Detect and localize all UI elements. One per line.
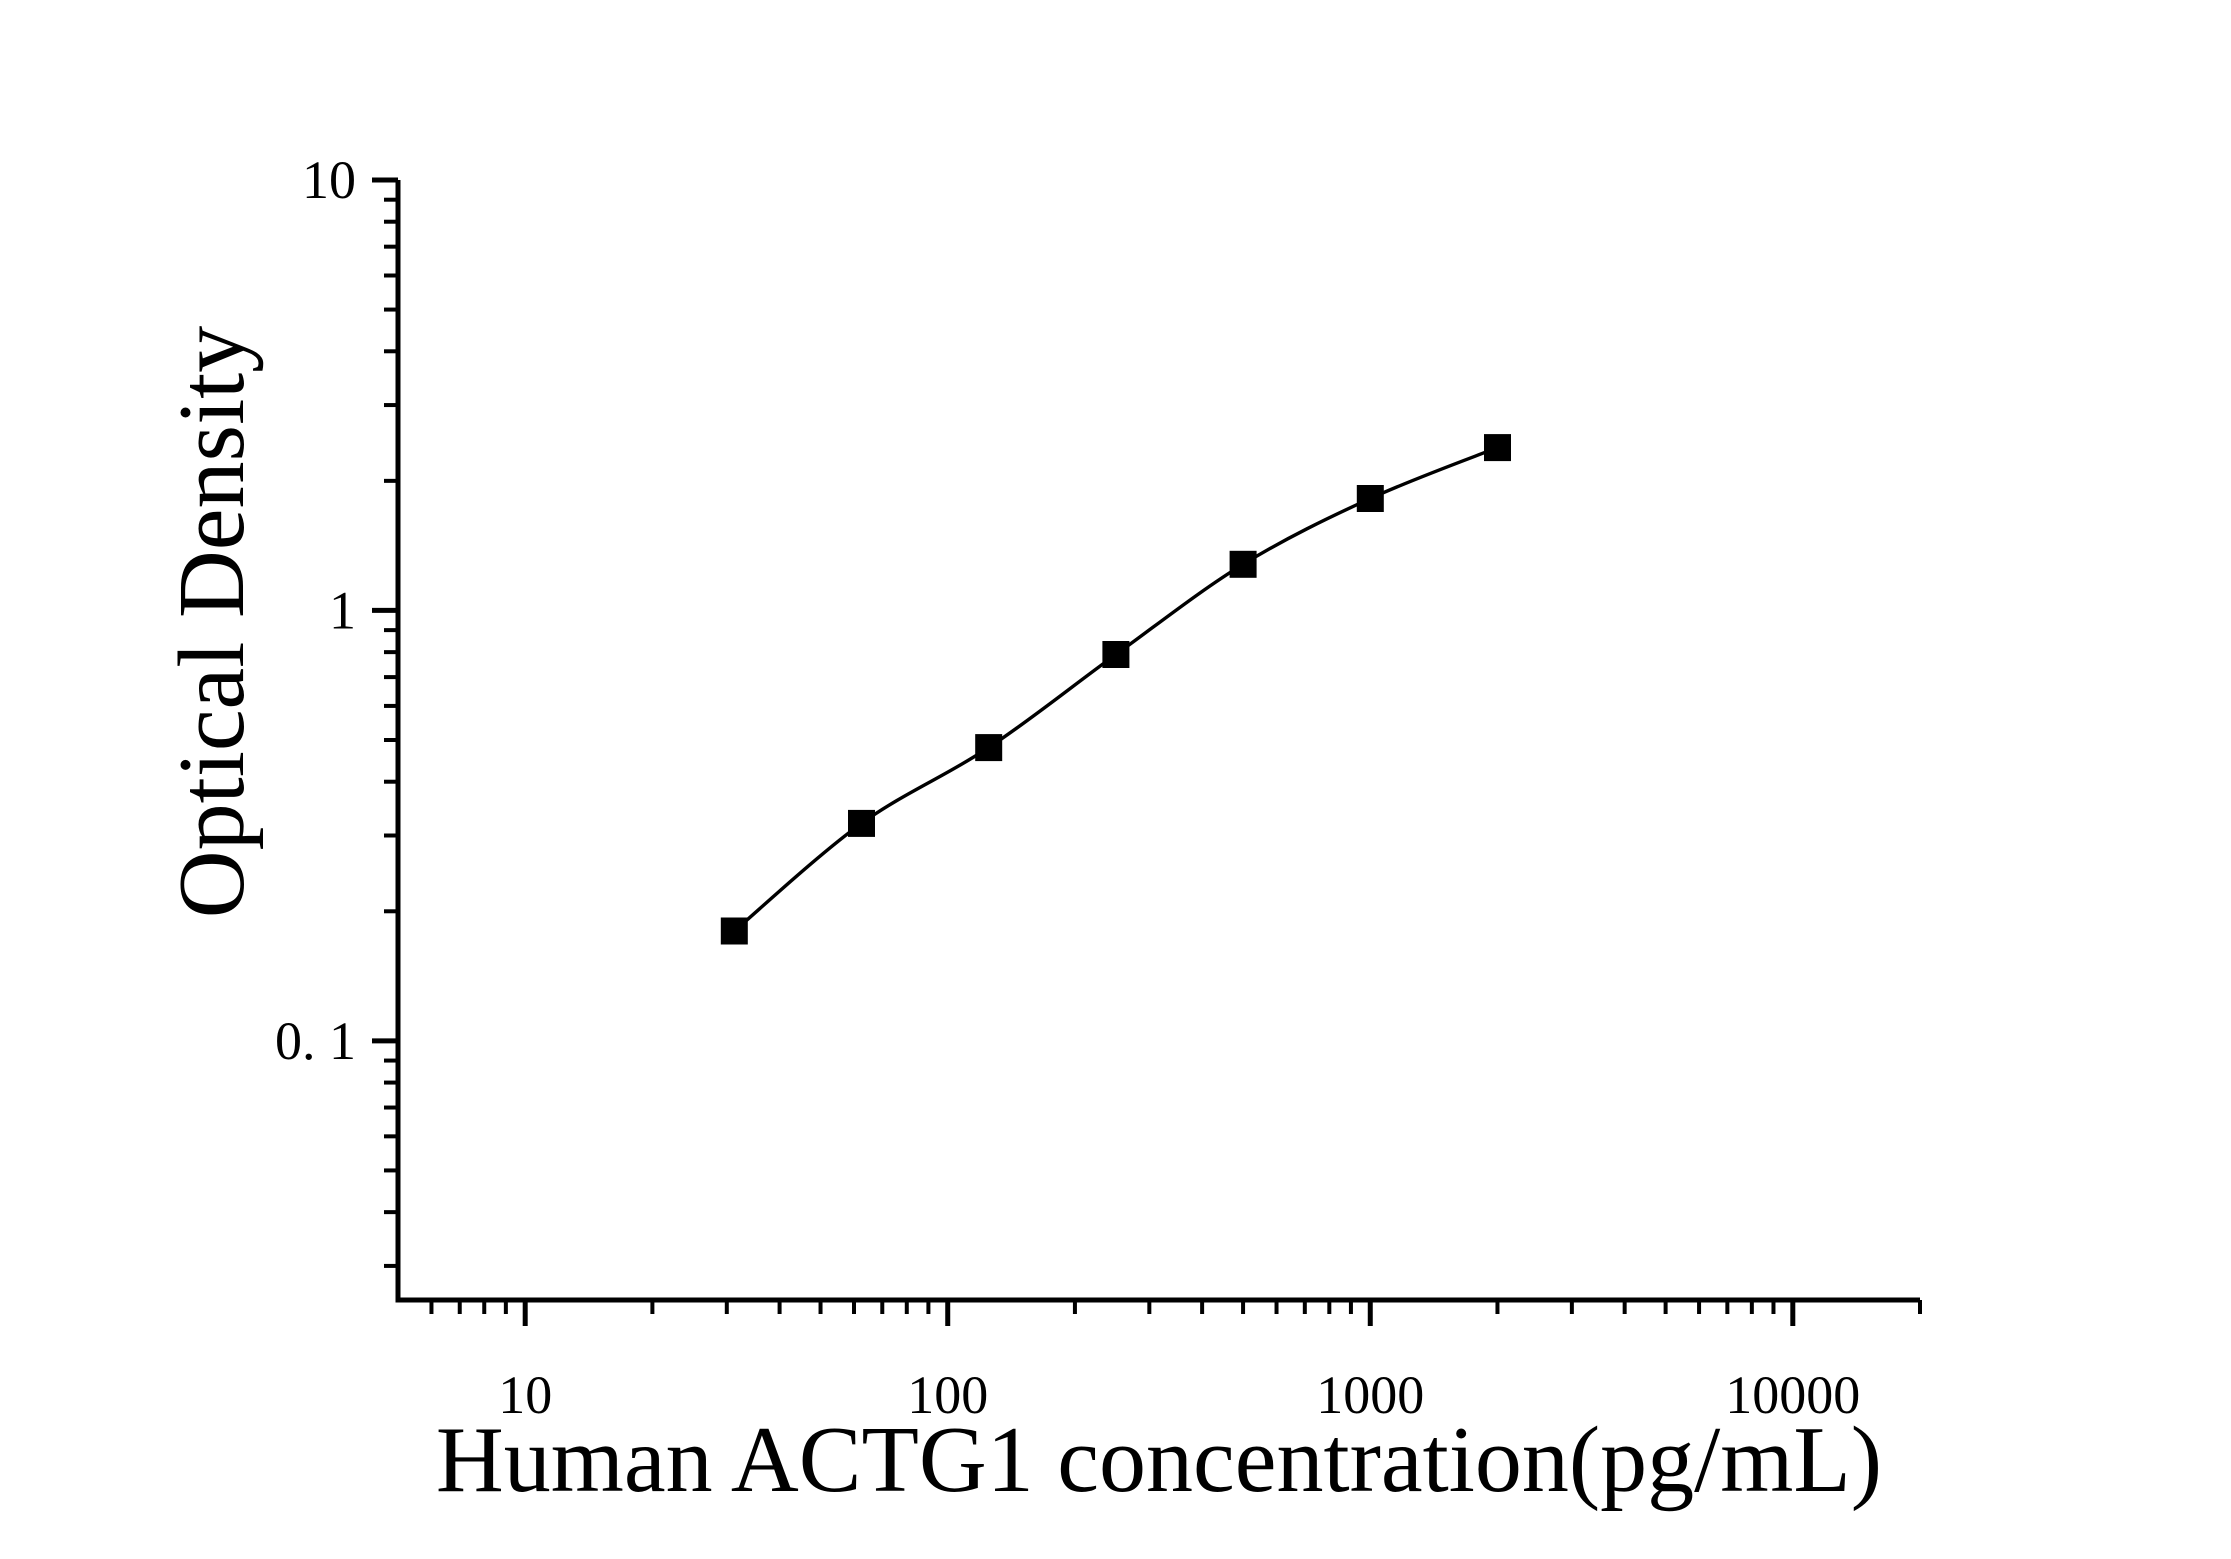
x-tick-label: 1000	[1316, 1365, 1424, 1425]
data-point-marker	[1356, 485, 1384, 512]
axis-spine	[395, 180, 1920, 1303]
data-point-marker	[848, 809, 875, 837]
tick-labels: 10 100 1000 10000 10 1 0. 1	[275, 150, 1860, 1425]
data-point-marker	[1484, 434, 1511, 462]
standard-curve-line	[733, 446, 1499, 933]
y-tick-label: 0. 1	[275, 1011, 356, 1071]
y-axis-title: Optical Density	[160, 326, 264, 919]
data-point-marker	[975, 734, 1003, 762]
x-axis-title: Human ACTG1 concentration(pg/mL)	[436, 1408, 1882, 1512]
x-tick-label: 10	[498, 1365, 552, 1425]
x-tick-label: 10000	[1725, 1365, 1860, 1425]
y-tick-label: 1	[329, 580, 356, 640]
data-point-marker	[1229, 550, 1257, 578]
data-point-marker	[1102, 641, 1130, 668]
axes	[372, 177, 1922, 1326]
y-tick-label: 10	[302, 150, 356, 210]
x-tick-label: 100	[907, 1365, 988, 1425]
data-series	[720, 434, 1511, 945]
data-point-marker	[720, 917, 748, 945]
